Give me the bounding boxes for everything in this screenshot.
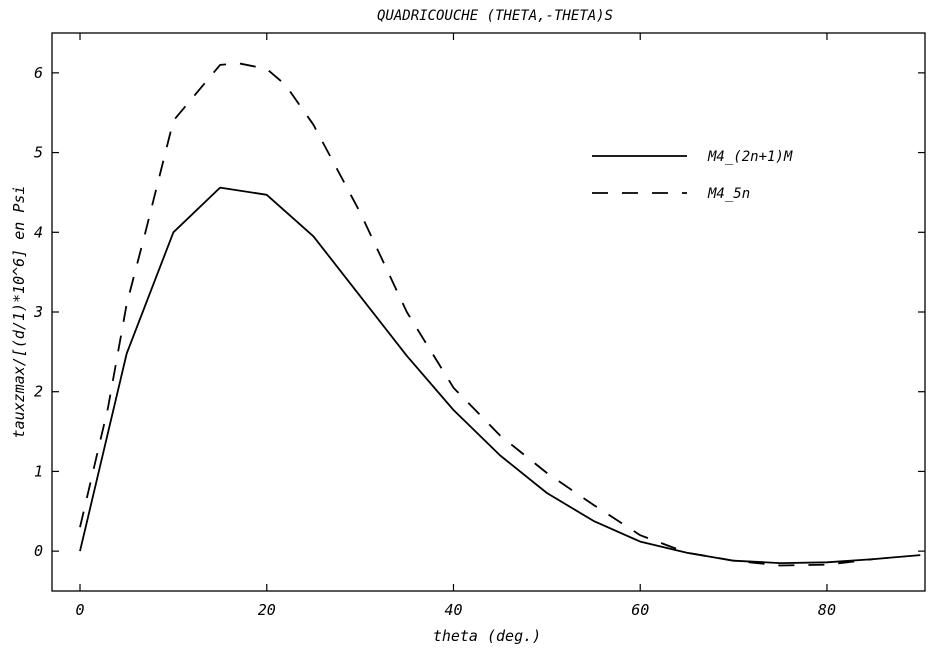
- y-tick-label: 1: [34, 462, 43, 480]
- legend-label-series-1: M4_(2n+1)M: [707, 149, 793, 165]
- legend: M4_(2n+1)M M4_5n: [592, 149, 793, 202]
- series-line-1: [79, 186, 921, 564]
- x-tick-label: 0: [75, 601, 84, 619]
- y-tick-label: 3: [33, 303, 43, 321]
- y-axis-label: tauxzmax/[(d/1)*10^6] en Psi: [10, 186, 28, 439]
- y-tick-label: 4: [34, 223, 43, 241]
- legend-label-series-2: M4_5n: [707, 186, 750, 202]
- chart-title: QUADRICOUCHE (THETA,-THETA)S: [377, 8, 613, 24]
- y-tick-label: 6: [34, 64, 43, 82]
- y-tick-label: 0: [34, 542, 43, 560]
- x-axis-label: theta (deg.): [433, 627, 541, 645]
- plot-frame: [51, 32, 926, 592]
- y-tick-label: 2: [34, 383, 43, 401]
- series-line-2: [79, 62, 874, 567]
- x-tick-label: 40: [444, 601, 462, 619]
- series-layer: [79, 62, 921, 567]
- y-tick-label: 5: [34, 144, 43, 162]
- x-tick-label: 60: [631, 601, 649, 619]
- axis-ticks: 0 20 40 60 80 0 1 2 3 4 5 6: [33, 33, 925, 619]
- x-tick-label: 80: [818, 601, 836, 619]
- x-tick-label: 20: [258, 601, 276, 619]
